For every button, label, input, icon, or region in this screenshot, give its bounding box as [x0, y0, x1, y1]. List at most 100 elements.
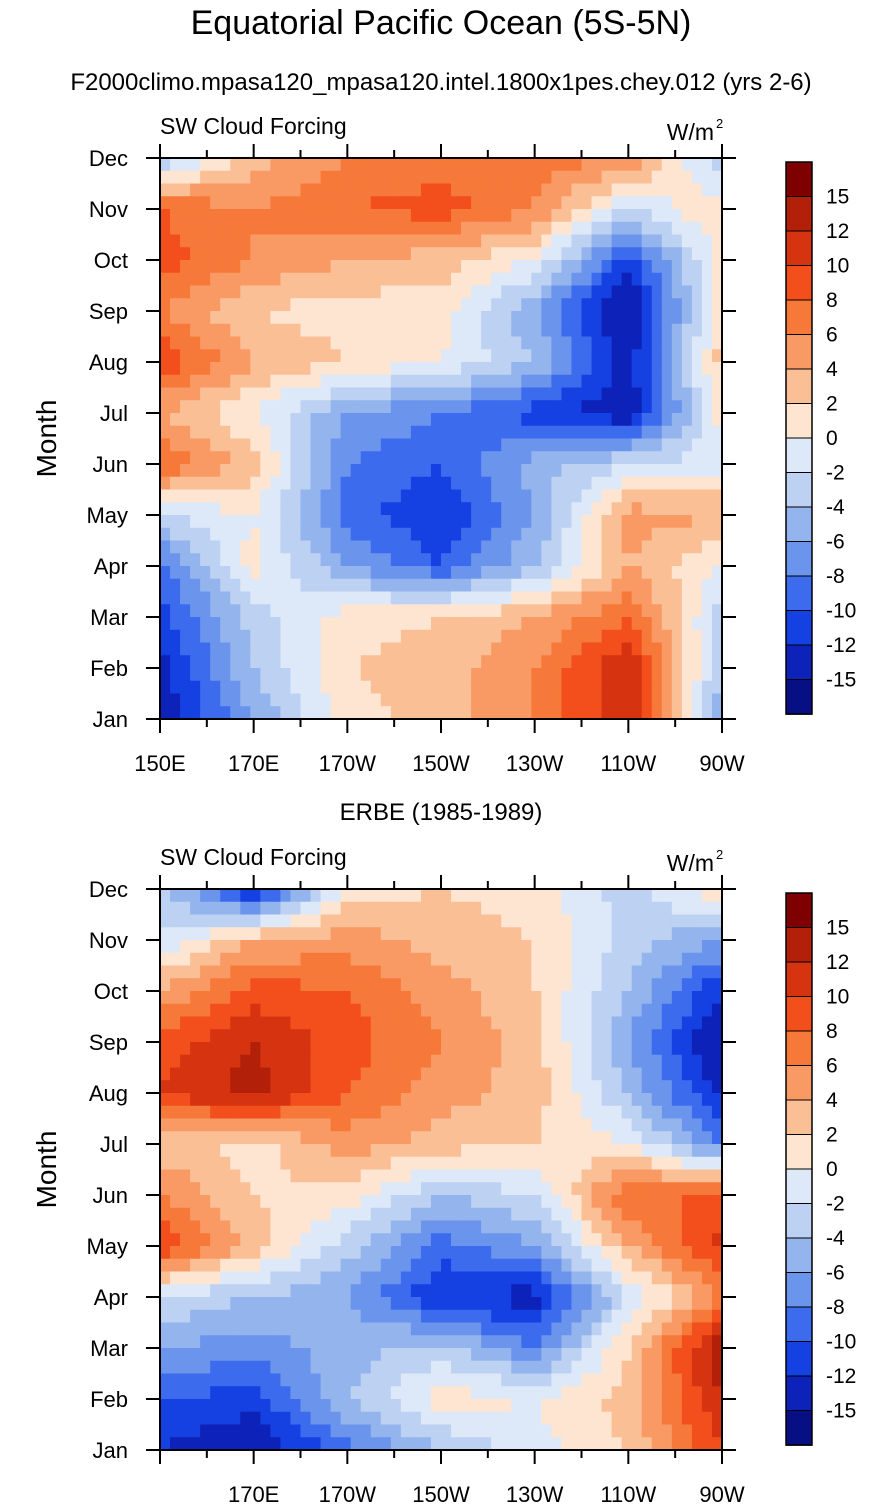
field-cell: [551, 374, 563, 389]
field-cell: [210, 400, 221, 414]
field-cell: [430, 642, 442, 656]
field-cell: [220, 1003, 231, 1018]
field-cell: [661, 425, 673, 440]
field-cell: [420, 1360, 432, 1375]
field-cell: [390, 349, 402, 363]
field-cell: [691, 1105, 703, 1120]
field-cell: [220, 1297, 231, 1311]
field-cell: [400, 914, 412, 928]
field-cell: [330, 965, 342, 979]
field-cell: [641, 260, 653, 274]
field-cell: [200, 247, 211, 261]
field-cell: [310, 1258, 322, 1273]
field-cell: [711, 285, 723, 299]
field-cell: [461, 502, 472, 516]
y-tick-label: Nov: [89, 197, 128, 222]
field-cell: [200, 1322, 211, 1336]
field-cell: [441, 1195, 452, 1209]
field-cell: [631, 209, 643, 223]
field-cell: [250, 1182, 261, 1196]
field-cell: [380, 1080, 392, 1094]
field-cell: [481, 1169, 492, 1183]
field-cell: [380, 438, 392, 452]
field-cell: [541, 1399, 552, 1413]
field-cell: [551, 604, 563, 618]
field-cell: [601, 1118, 613, 1132]
field-cell: [671, 1131, 683, 1145]
field-cell: [531, 1322, 542, 1336]
field-cell: [300, 1322, 312, 1336]
field-cell: [400, 502, 412, 516]
field-cell: [641, 889, 653, 903]
field-cell: [250, 221, 261, 236]
field-cell: [200, 476, 211, 491]
field-cell: [280, 209, 292, 223]
field-cell: [330, 940, 342, 954]
field-cell: [681, 349, 693, 363]
field-cell: [651, 578, 663, 593]
field-cell: [551, 1080, 563, 1094]
field-cell: [471, 991, 482, 1005]
field-cell: [340, 642, 352, 656]
field-cell: [420, 425, 432, 440]
field-cell: [270, 914, 282, 928]
field-cell: [160, 336, 171, 350]
field-cell: [360, 1233, 372, 1247]
field-cell: [170, 1207, 181, 1222]
field-cell: [200, 1169, 211, 1183]
field-cell: [290, 1156, 302, 1171]
field-cell: [691, 1386, 703, 1400]
field-cell: [461, 617, 472, 631]
field-cell: [511, 1080, 522, 1094]
field-cell: [501, 260, 512, 274]
field-cell: [501, 629, 512, 644]
field-cell: [711, 209, 723, 223]
field-cell: [290, 183, 302, 197]
field-cell: [581, 298, 593, 312]
field-cell: [701, 1067, 713, 1081]
field-cell: [711, 260, 723, 274]
field-cell: [701, 655, 713, 669]
field-cell: [230, 889, 241, 903]
y-tick-label: Jun: [93, 452, 128, 477]
field-cell: [250, 1105, 261, 1120]
field-cell: [310, 323, 322, 338]
field-cell: [511, 1271, 522, 1285]
field-cell: [581, 374, 593, 389]
field-cell: [310, 1348, 322, 1362]
field-cell: [160, 655, 171, 669]
field-cell: [641, 1054, 653, 1069]
field-cell: [210, 991, 221, 1005]
field-cell: [390, 1029, 402, 1043]
field-cell: [611, 668, 623, 682]
field-cell: [330, 1131, 342, 1145]
field-cell: [441, 1029, 452, 1043]
field-cell: [551, 298, 563, 312]
field-cell: [621, 1309, 633, 1324]
field-cell: [290, 1246, 302, 1260]
field-cell: [190, 209, 201, 223]
field-cell: [441, 158, 452, 172]
field-cell: [400, 1246, 412, 1260]
field-cell: [591, 566, 603, 580]
field-cell: [230, 540, 241, 554]
field-cell: [651, 1360, 663, 1375]
field-cell: [711, 464, 723, 478]
colorbar-swatch: [785, 610, 813, 646]
field-cell: [601, 1258, 613, 1273]
field-cell: [270, 349, 282, 363]
field-cell: [541, 387, 552, 401]
field-cell: [671, 362, 683, 376]
field-cell: [481, 170, 492, 185]
field-cell: [551, 464, 563, 478]
field-cell: [370, 323, 382, 338]
field-cell: [190, 1284, 201, 1298]
field-cell: [420, 991, 432, 1005]
field-cell: [220, 349, 231, 363]
y-tick-label: Sep: [89, 299, 128, 324]
field-cell: [380, 889, 392, 903]
field-cell: [400, 1360, 412, 1375]
field-cell: [250, 1220, 261, 1234]
field-cell: [521, 272, 532, 287]
field-cell: [220, 1335, 231, 1349]
